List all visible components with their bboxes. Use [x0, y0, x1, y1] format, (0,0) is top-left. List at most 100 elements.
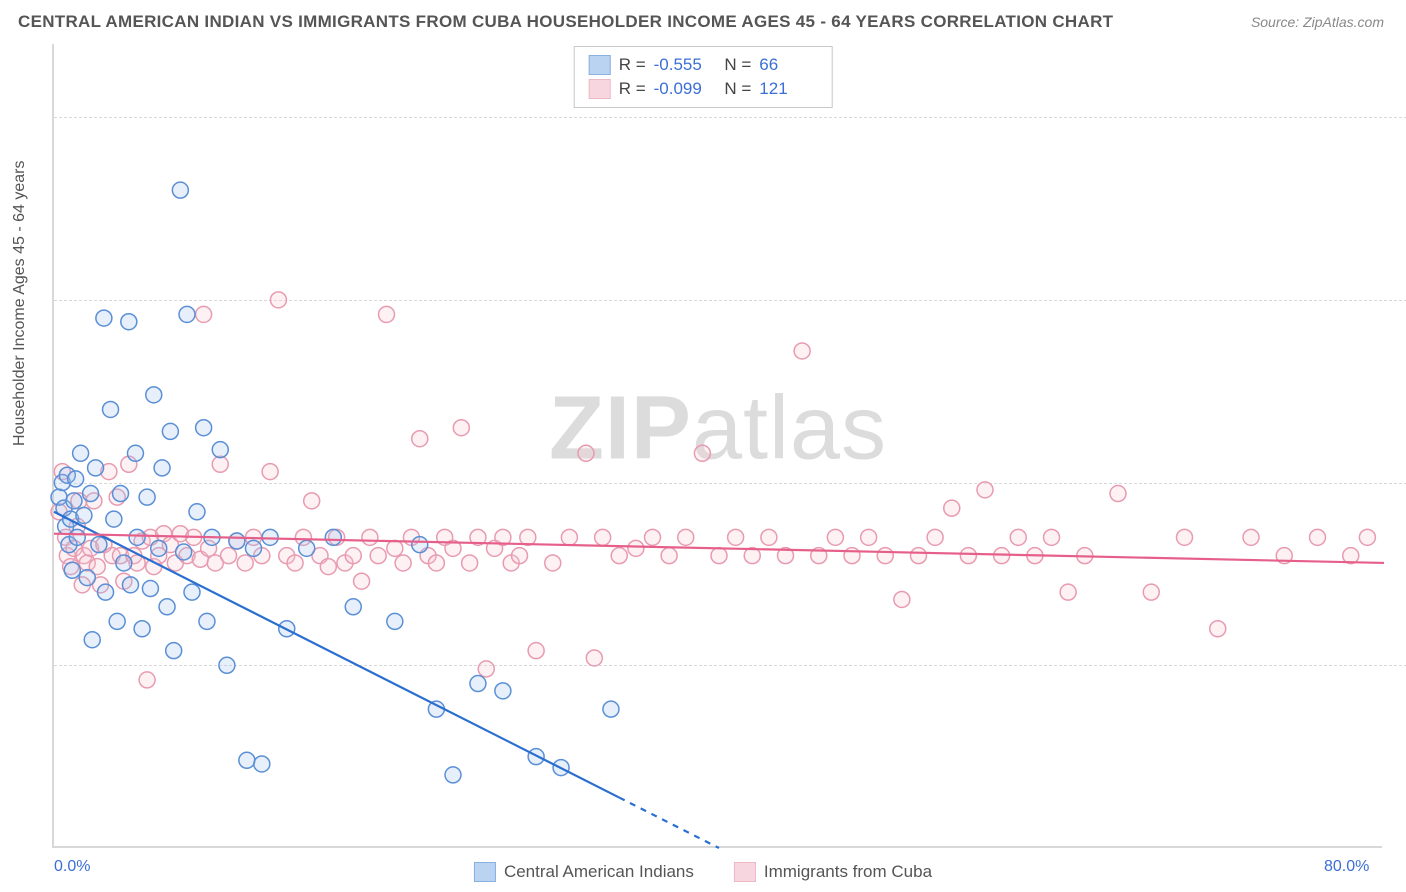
- data-point: [1243, 529, 1259, 545]
- y-axis-label: Householder Income Ages 45 - 64 years: [11, 161, 29, 447]
- data-point: [354, 573, 370, 589]
- data-point: [325, 529, 341, 545]
- data-point: [320, 559, 336, 575]
- legend-label: Central American Indians: [504, 862, 694, 882]
- data-point: [561, 529, 577, 545]
- stat-r-label: R =: [619, 77, 646, 101]
- stat-n-value: 121: [759, 77, 817, 101]
- data-point: [694, 445, 710, 461]
- x-tick-label: 80.0%: [1324, 858, 1369, 876]
- data-point: [184, 584, 200, 600]
- data-point: [1060, 584, 1076, 600]
- legend-label: Immigrants from Cuba: [764, 862, 932, 882]
- data-point: [1143, 584, 1159, 600]
- data-point: [661, 548, 677, 564]
- data-point: [578, 445, 594, 461]
- data-point: [116, 555, 132, 571]
- data-point: [287, 555, 303, 571]
- data-point: [262, 464, 278, 480]
- data-point: [127, 445, 143, 461]
- y-tick-label: $150,000: [1392, 291, 1406, 309]
- data-point: [270, 292, 286, 308]
- data-point: [121, 314, 137, 330]
- data-point: [79, 570, 95, 586]
- data-point: [611, 548, 627, 564]
- plot-area: ZIPatlas $50,000$100,000$150,000$200,000…: [52, 44, 1382, 848]
- data-point: [142, 581, 158, 597]
- data-point: [68, 471, 84, 487]
- data-point: [345, 599, 361, 615]
- data-point: [129, 529, 145, 545]
- data-point: [76, 507, 92, 523]
- stat-r-label: R =: [619, 53, 646, 77]
- data-point: [162, 423, 178, 439]
- data-point: [761, 529, 777, 545]
- data-point: [586, 650, 602, 666]
- data-point: [179, 306, 195, 322]
- scatter-svg: [54, 44, 1382, 846]
- data-point: [911, 548, 927, 564]
- data-point: [1210, 621, 1226, 637]
- data-point: [528, 643, 544, 659]
- data-point: [166, 643, 182, 659]
- data-point: [794, 343, 810, 359]
- data-point: [212, 442, 228, 458]
- data-point: [645, 529, 661, 545]
- data-point: [944, 500, 960, 516]
- data-point: [894, 591, 910, 607]
- data-point: [134, 621, 150, 637]
- legend-item: Central American Indians: [474, 862, 694, 882]
- data-point: [603, 701, 619, 717]
- data-point: [64, 562, 80, 578]
- data-point: [512, 548, 528, 564]
- data-point: [1010, 529, 1026, 545]
- data-point: [362, 529, 378, 545]
- data-point: [229, 533, 245, 549]
- data-point: [122, 577, 138, 593]
- data-point: [254, 756, 270, 772]
- data-point: [345, 548, 361, 564]
- trend-line-extrapolated: [619, 798, 719, 848]
- legend-swatch: [589, 55, 611, 75]
- data-point: [154, 460, 170, 476]
- data-point: [412, 537, 428, 553]
- data-point: [395, 555, 411, 571]
- data-point: [412, 431, 428, 447]
- data-point: [678, 529, 694, 545]
- data-point: [221, 548, 237, 564]
- data-point: [545, 555, 561, 571]
- data-point: [462, 555, 478, 571]
- legend-swatch: [474, 862, 496, 882]
- data-point: [139, 672, 155, 688]
- data-point: [827, 529, 843, 545]
- data-point: [299, 540, 315, 556]
- data-point: [1044, 529, 1060, 545]
- data-point: [977, 482, 993, 498]
- y-tick-label: $50,000: [1392, 656, 1406, 674]
- data-point: [73, 445, 89, 461]
- data-point: [495, 683, 511, 699]
- data-point: [453, 420, 469, 436]
- data-point: [246, 540, 262, 556]
- data-point: [88, 460, 104, 476]
- data-point: [927, 529, 943, 545]
- correlation-chart: CENTRAL AMERICAN INDIAN VS IMMIGRANTS FR…: [0, 0, 1406, 892]
- data-point: [861, 529, 877, 545]
- data-point: [1310, 529, 1326, 545]
- data-point: [106, 511, 122, 527]
- data-point: [103, 401, 119, 417]
- legend-stat-row: R =-0.099 N =121: [589, 77, 818, 101]
- data-point: [428, 555, 444, 571]
- data-point: [1177, 529, 1193, 545]
- data-point: [146, 387, 162, 403]
- data-point: [91, 537, 107, 553]
- data-point: [239, 752, 255, 768]
- stat-n-value: 66: [759, 53, 817, 77]
- legend-stats: R =-0.555 N =66R =-0.099 N =121: [574, 46, 833, 108]
- data-point: [66, 493, 82, 509]
- data-point: [237, 555, 253, 571]
- data-point: [159, 599, 175, 615]
- data-point: [728, 529, 744, 545]
- legend-item: Immigrants from Cuba: [734, 862, 932, 882]
- data-point: [196, 420, 212, 436]
